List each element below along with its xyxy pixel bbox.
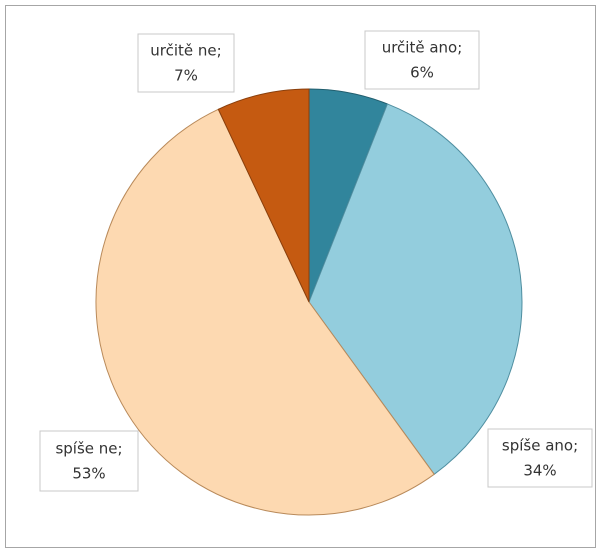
data-label-category: určitě ne;	[150, 42, 221, 60]
data-label-value: 7%	[174, 67, 198, 85]
pie-slice	[217, 88, 310, 303]
data-label-value: 6%	[410, 64, 434, 82]
labels: určitě ano; 6% spíše ano; 34% spíše ne; 53% ur…	[39, 30, 593, 492]
label-box	[364, 30, 480, 90]
pie-slice	[308, 103, 523, 476]
pie	[95, 88, 523, 516]
pie-slice	[95, 108, 435, 516]
data-label-category: určitě ano;	[382, 39, 463, 57]
data-label-category: spíše ano;	[502, 437, 578, 455]
data-label-category: spíše ne;	[55, 440, 122, 458]
data-label-value: 34%	[523, 462, 556, 480]
label-box	[487, 428, 593, 488]
data-label-value: 53%	[72, 465, 105, 483]
label-box	[137, 33, 235, 93]
label-box	[39, 430, 139, 492]
